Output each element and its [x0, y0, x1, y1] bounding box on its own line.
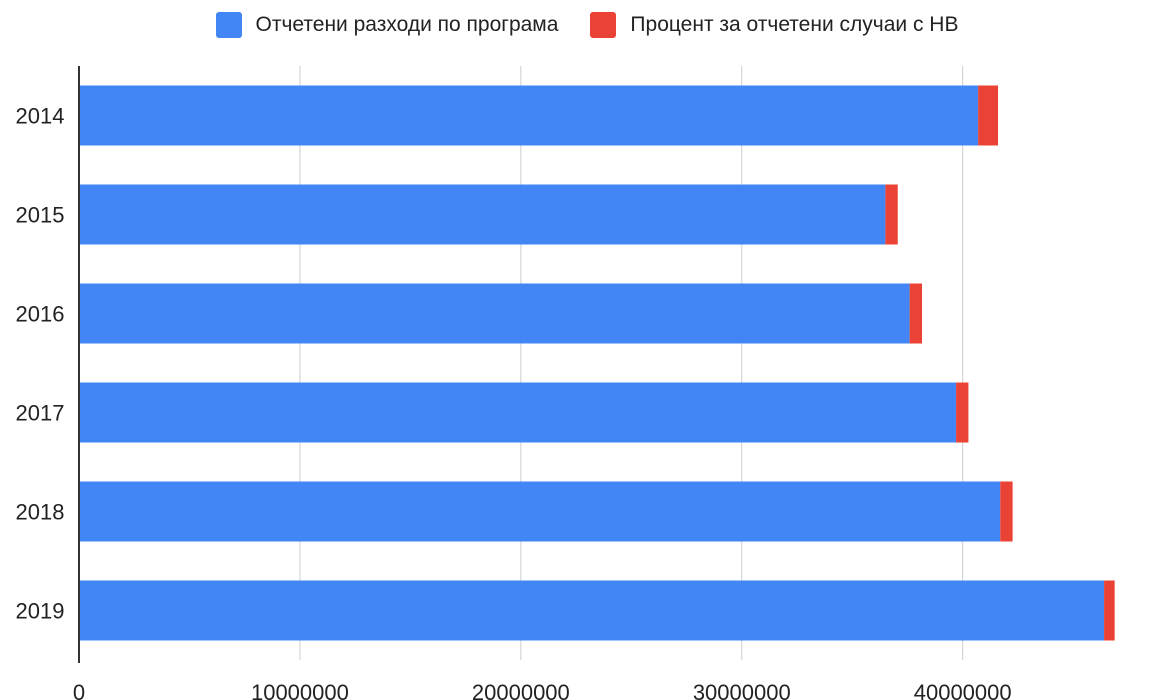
y-tick-label: 2019: [16, 599, 65, 624]
x-tick-label: 30000000: [693, 680, 791, 700]
bar-expenses-2015[interactable]: [79, 184, 886, 245]
bar-percent-2017[interactable]: [956, 382, 969, 443]
legend: Отчетени разходи по програма Процент за …: [0, 12, 1174, 38]
bar-percent-2014[interactable]: [978, 85, 999, 146]
bar-expenses-2014[interactable]: [79, 85, 979, 146]
bar-expenses-2017[interactable]: [79, 382, 957, 443]
bar-expenses-2018[interactable]: [79, 481, 1001, 542]
x-tick-label: 40000000: [914, 680, 1012, 700]
x-tick-label: 20000000: [472, 680, 570, 700]
legend-item-expenses[interactable]: Отчетени разходи по програма: [215, 12, 559, 38]
y-tick-label: 2014: [16, 104, 65, 129]
x-tick-label: 0: [73, 680, 85, 700]
bar-expenses-2016[interactable]: [79, 283, 910, 344]
bar-percent-2015[interactable]: [885, 184, 898, 245]
legend-item-percent[interactable]: Процент за отчетени случаи с НВ: [590, 12, 958, 38]
y-tick-label: 2018: [16, 500, 65, 525]
bar-percent-2018[interactable]: [1000, 481, 1013, 542]
legend-swatch-percent: [590, 12, 617, 38]
bar-expenses-2019[interactable]: [79, 580, 1105, 641]
bar-percent-2019[interactable]: [1104, 580, 1115, 641]
bar-percent-2016[interactable]: [909, 283, 923, 344]
y-tick-label: 2017: [16, 401, 65, 426]
legend-swatch-expenses: [215, 12, 242, 38]
y-tick-label: 2015: [16, 203, 65, 228]
y-tick-label: 2016: [16, 302, 65, 327]
legend-label-percent: Процент за отчетени случаи с НВ: [630, 13, 959, 36]
x-tick-label: 10000000: [251, 680, 349, 700]
legend-label-expenses: Отчетени разходи по програма: [255, 13, 559, 36]
